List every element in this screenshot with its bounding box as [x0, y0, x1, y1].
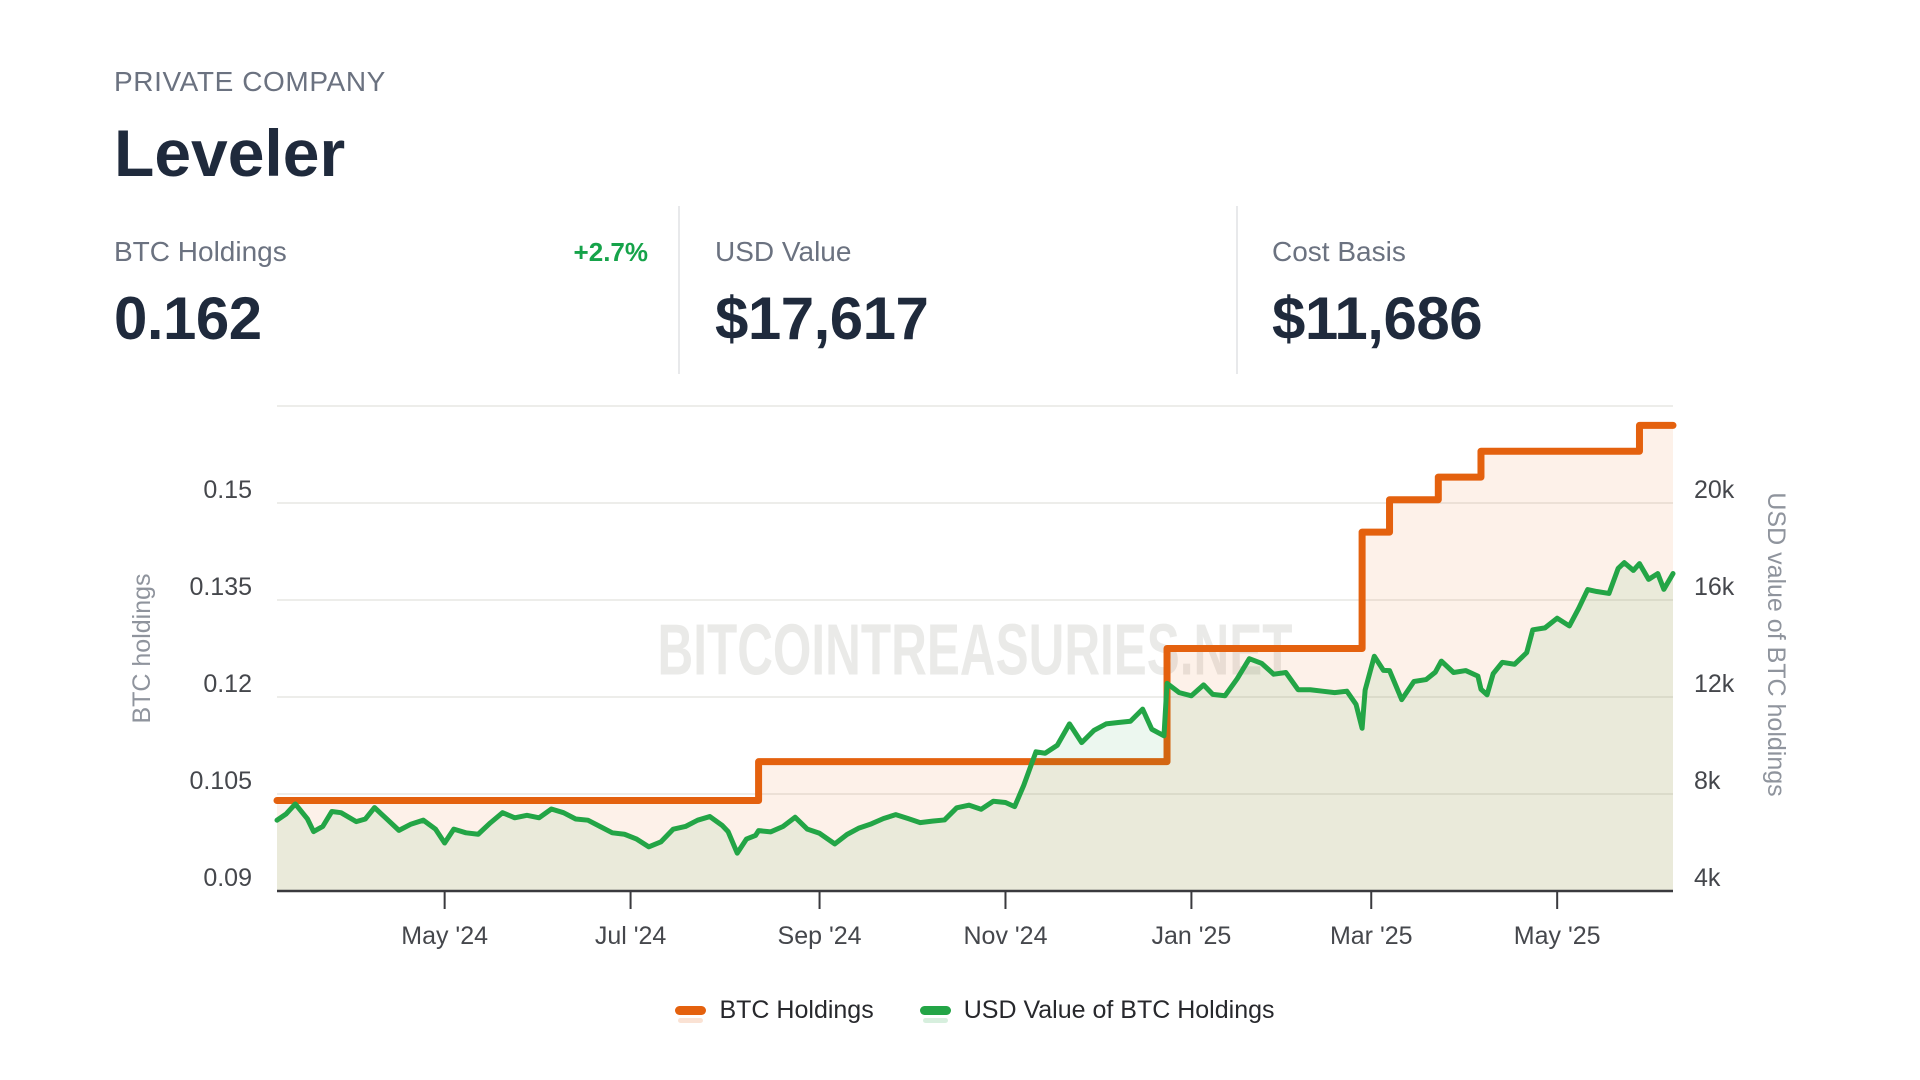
y-tick-label-left: 0.135	[189, 573, 252, 601]
usd-value-of-btc-holdings-area	[277, 562, 1673, 891]
stat-value: 0.162	[114, 285, 262, 352]
x-tick-label: May '25	[1514, 922, 1601, 950]
y-tick-label-left: 0.12	[203, 670, 252, 698]
stats-row: BTC Holdings +2.7% 0.162 USD Value $17,6…	[0, 206, 1920, 386]
legend-label: USD Value of BTC Holdings	[963, 996, 1275, 1024]
change-badge: +2.7%	[573, 237, 648, 267]
stat-btc-holdings: BTC Holdings +2.7% 0.162	[114, 236, 648, 353]
page-title: Leveler	[114, 116, 346, 190]
legend-swatch-btc-holdings	[675, 1006, 707, 1023]
legend-label: BTC Holdings	[719, 996, 874, 1024]
company-type-label: PRIVATE COMPANY	[114, 66, 386, 97]
x-tick-label: May '24	[401, 922, 488, 950]
y-tick-label-left: 0.09	[203, 864, 252, 892]
x-tick-label: Sep '24	[778, 922, 862, 950]
x-tick-label: Mar '25	[1330, 922, 1413, 950]
btc-holdings-line[interactable]	[273, 421, 1677, 804]
y-axis-title-right: USD value of BTC holdings	[1762, 492, 1790, 796]
stat-label: BTC Holdings	[114, 236, 287, 267]
y-tick-label-right: 12k	[1694, 670, 1735, 698]
stat-label: Cost Basis	[1272, 236, 1406, 267]
x-tick-label: Jan '25	[1151, 922, 1231, 950]
stat-value: $17,617	[715, 285, 929, 352]
legend-swatch-usd-value	[919, 1006, 951, 1023]
stat-usd-value: USD Value $17,617	[715, 236, 1185, 353]
chart-legend: BTC Holdings USD Value of BTC Holdings	[277, 996, 1673, 1025]
y-tick-label-right: 16k	[1694, 573, 1735, 601]
y-tick-label-left: 0.15	[203, 476, 252, 504]
usd-value-of-btc-holdings-line[interactable]	[274, 560, 1676, 856]
stat-cost-basis: Cost Basis $11,686	[1272, 236, 1742, 353]
y-tick-label-left: 0.105	[189, 767, 252, 795]
divider	[678, 206, 680, 374]
y-tick-label-right: 20k	[1694, 476, 1735, 504]
x-tick-label: Nov '24	[963, 922, 1047, 950]
btc-holdings-area	[277, 425, 1673, 891]
stat-value: $11,686	[1272, 285, 1483, 352]
legend-item-usd-value[interactable]: USD Value of BTC Holdings	[919, 996, 1275, 1025]
divider	[1236, 206, 1238, 374]
y-tick-label-right: 4k	[1694, 864, 1721, 892]
x-tick-label: Jul '24	[595, 922, 667, 950]
legend-item-btc-holdings[interactable]: BTC Holdings	[675, 996, 874, 1025]
y-tick-label-right: 8k	[1694, 767, 1721, 795]
y-axis-title-left: BTC holdings	[128, 573, 156, 723]
stat-label: USD Value	[715, 236, 852, 267]
